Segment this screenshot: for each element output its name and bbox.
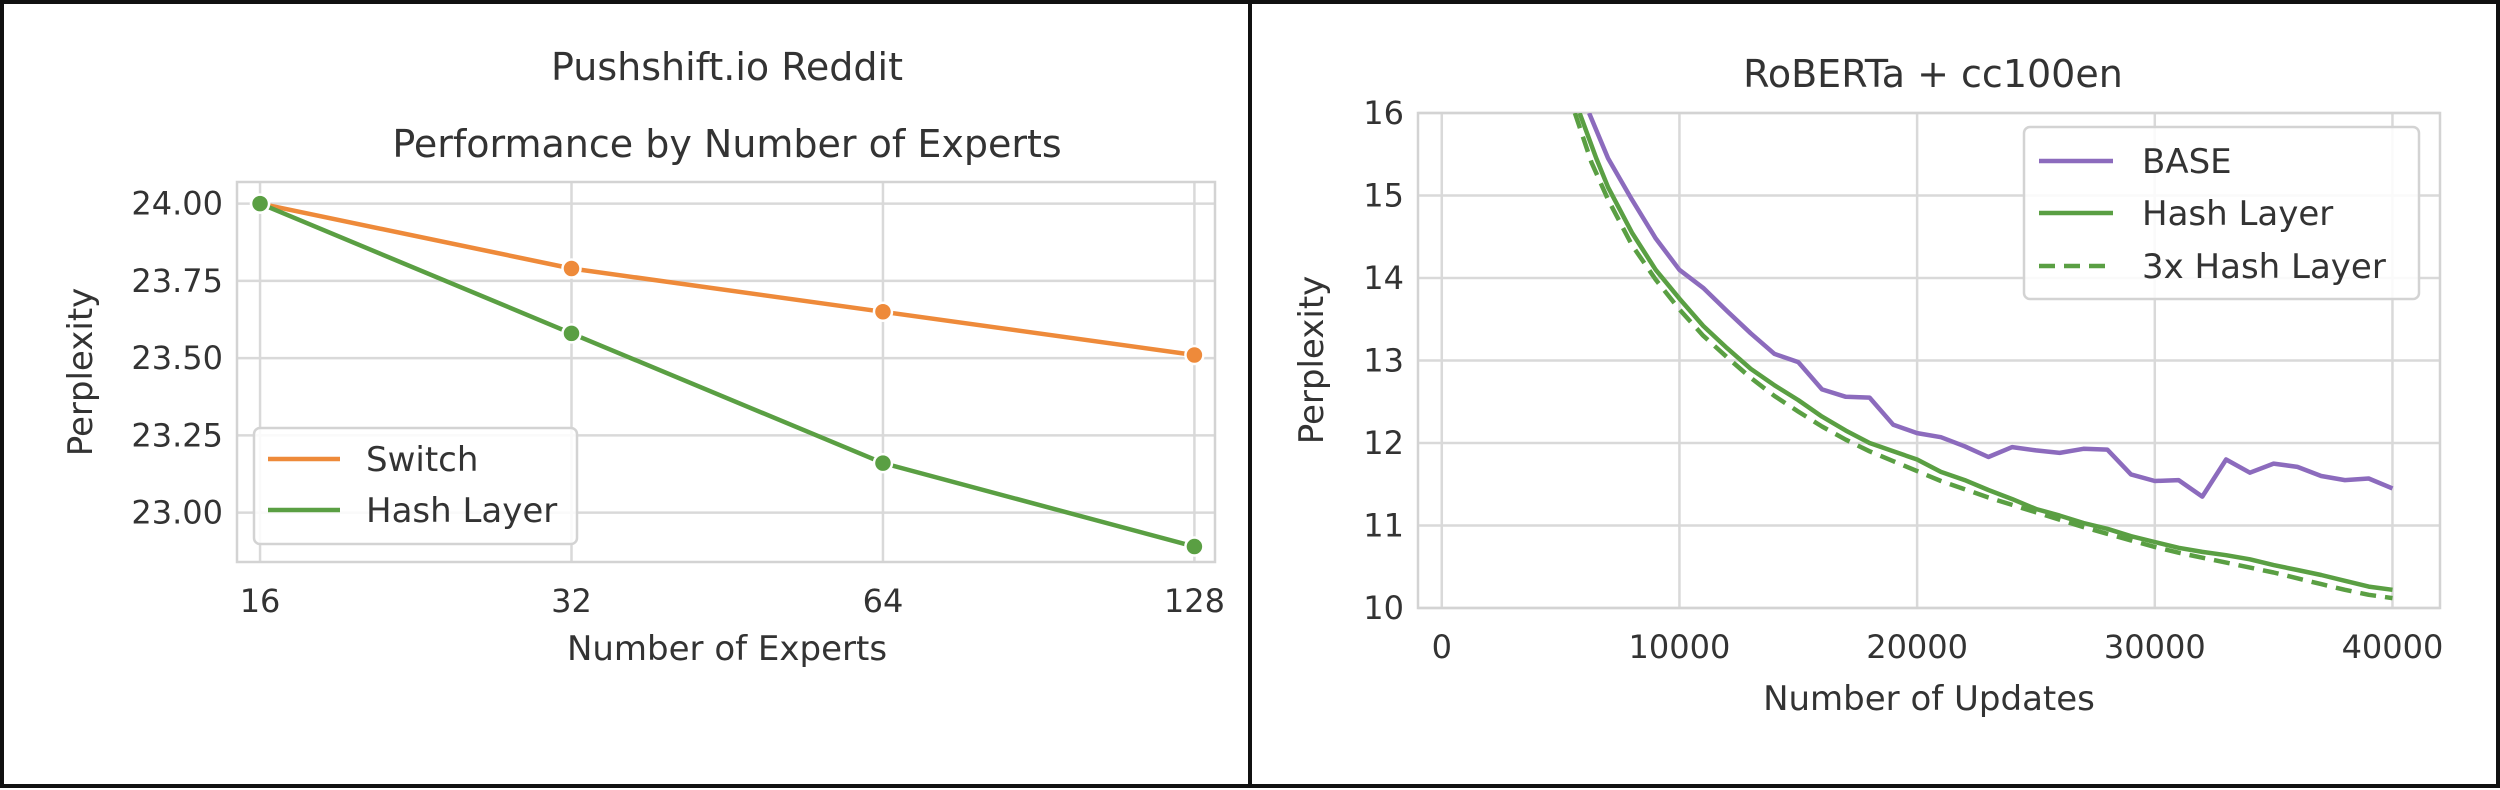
right-y-axis-label: Perplexity — [1292, 276, 1332, 445]
x-tick-label: 20000 — [1866, 628, 1968, 666]
left-x-axis-label: Number of Experts — [567, 629, 887, 669]
data-point-hash-layer — [249, 193, 271, 214]
data-point-hash-layer — [1184, 536, 1205, 557]
legend-label-3x-hash-layer: 3x Hash Layer — [2142, 247, 2386, 287]
x-tick-label: 30000 — [2104, 628, 2206, 666]
left-legend: Switch Hash Layer — [252, 426, 579, 546]
legend-label-base: BASE — [2142, 142, 2232, 182]
right-chart-panel: RoBERTa + cc100en 10 11 12 13 14 15 16 0 10000 2… — [1248, 0, 2500, 788]
y-tick-label: 14 — [1363, 259, 1404, 297]
data-point-switch — [561, 258, 582, 279]
x-tick-label: 16 — [240, 582, 281, 620]
right-y-ticks: 10 11 12 13 14 15 16 — [1363, 94, 1404, 627]
y-tick-label: 23.50 — [131, 339, 223, 377]
right-series — [1572, 113, 2394, 601]
left-chart-title: Pushshift.io Reddit — [551, 45, 903, 89]
series-line-hash-layer — [1577, 113, 2393, 593]
legend-label-hash-layer: Hash Layer — [2142, 194, 2333, 234]
y-tick-label: 24.00 — [131, 185, 223, 223]
x-tick-label: 10000 — [1629, 628, 1731, 666]
left-chart-panel: Pushshift.io Reddit Performance by Numbe… — [0, 0, 1252, 788]
right-chart-title: RoBERTa + cc100en — [1743, 52, 2123, 96]
right-plot-frame — [1416, 111, 2442, 610]
right-legend-box — [2022, 125, 2421, 301]
right-legend: BASE Hash Layer 3x Hash Layer — [2022, 125, 2421, 301]
series-line-switch — [259, 201, 1195, 358]
y-tick-label: 15 — [1363, 177, 1404, 215]
data-point-switch — [1184, 344, 1205, 366]
data-point-hash-layer — [561, 323, 582, 344]
y-tick-label: 10 — [1363, 589, 1404, 627]
left-y-ticks: 23.00 23.25 23.50 23.75 24.00 — [131, 185, 223, 532]
y-tick-label: 16 — [1363, 94, 1404, 132]
y-tick-label: 11 — [1363, 507, 1404, 545]
x-tick-label: 128 — [1164, 582, 1225, 620]
x-tick-label: 32 — [551, 582, 592, 620]
legend-label-hash-layer: Hash Layer — [366, 491, 557, 531]
right-x-axis-label: Number of Updates — [1763, 679, 2095, 719]
x-tick-label: 40000 — [2342, 628, 2444, 666]
series-line-3x-hash-layer — [1572, 113, 2393, 601]
data-point-hash-layer — [872, 452, 894, 474]
right-panel-border — [1248, 0, 2500, 788]
data-point-switch — [872, 301, 894, 323]
x-tick-label: 64 — [863, 582, 904, 620]
y-tick-label: 23.25 — [131, 416, 223, 454]
left-series — [249, 193, 1205, 557]
x-tick-label: 0 — [1432, 628, 1452, 666]
left-x-ticks: 16 32 64 128 — [240, 582, 1225, 620]
right-x-ticks: 0 10000 20000 30000 40000 — [1432, 628, 2444, 666]
y-tick-label: 23.00 — [131, 494, 223, 532]
legend-label-switch: Switch — [366, 440, 478, 480]
y-tick-label: 23.75 — [131, 262, 223, 300]
left-chart-subtitle: Performance by Number of Experts — [392, 122, 1061, 166]
series-line-hash-layer — [259, 201, 1195, 549]
y-tick-label: 13 — [1363, 342, 1404, 380]
left-plot-frame — [235, 180, 1217, 564]
series-line-base — [1587, 113, 2394, 499]
left-y-axis-label: Perplexity — [61, 288, 101, 457]
y-tick-label: 12 — [1363, 424, 1404, 462]
left-grid — [237, 182, 1215, 562]
